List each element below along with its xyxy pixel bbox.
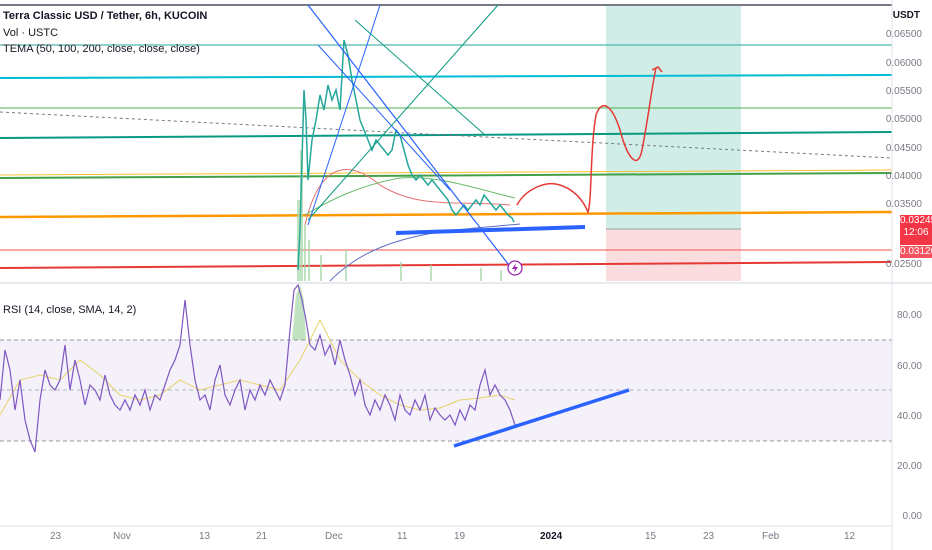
rsi-label-20: 20.00 bbox=[896, 461, 922, 472]
hline-yellow[interactable] bbox=[0, 169, 893, 176]
current-price-badge: 0.03245 12:06 bbox=[900, 215, 932, 245]
drawn-trendline-4[interactable] bbox=[307, 4, 499, 221]
price-label-006: 0.06000 bbox=[885, 58, 922, 69]
rsi-label-60: 60.00 bbox=[896, 361, 922, 372]
hline-red[interactable] bbox=[0, 261, 893, 269]
long-position-target-zone[interactable] bbox=[606, 5, 741, 229]
price-label-0035: 0.03500 bbox=[885, 199, 922, 210]
hline-orange[interactable] bbox=[0, 210, 893, 219]
price-label-0065: 0.06500 bbox=[885, 29, 922, 40]
rsi-overbought-fill bbox=[292, 285, 306, 340]
volume-bars bbox=[297, 150, 502, 281]
time-label-year: 2024 bbox=[540, 531, 563, 542]
time-label: 19 bbox=[454, 531, 466, 542]
hline-cyan[interactable] bbox=[0, 74, 893, 79]
time-label: Dec bbox=[325, 531, 343, 542]
time-label: 12 bbox=[844, 531, 856, 542]
drawn-trendline-1[interactable] bbox=[307, 4, 513, 270]
currency-label[interactable]: USDT bbox=[892, 10, 920, 21]
other-price-badge: 0.03126 bbox=[900, 246, 932, 258]
hline-green-3[interactable] bbox=[0, 172, 893, 179]
tema-legend[interactable]: TEMA (50, 100, 200, close, close, close) bbox=[3, 43, 200, 55]
current-price-value: 0.03245 bbox=[900, 215, 932, 226]
trend-dashed-line[interactable] bbox=[0, 111, 893, 159]
symbol-title[interactable]: Terra Classic USD / Tether, 6h, KUCOIN bbox=[3, 10, 208, 22]
time-label: Nov bbox=[113, 531, 131, 542]
price-candles bbox=[297, 39, 515, 271]
price-label-0025: 0.02500 bbox=[885, 259, 922, 270]
price-label-005: 0.05000 bbox=[885, 114, 922, 125]
support-trendline[interactable] bbox=[395, 225, 586, 235]
drawn-trendline-5[interactable] bbox=[354, 19, 486, 136]
lightning-icon-glyph bbox=[512, 263, 518, 273]
time-label: 11 bbox=[397, 531, 408, 542]
drawn-trendline-3[interactable] bbox=[307, 4, 381, 226]
time-label: 23 bbox=[50, 531, 62, 542]
rsi-legend[interactable]: RSI (14, close, SMA, 14, 2) bbox=[3, 304, 137, 316]
rsi-label-80: 80.00 bbox=[896, 310, 922, 321]
time-label: Feb bbox=[762, 531, 780, 542]
long-position-stop-zone[interactable] bbox=[606, 229, 741, 281]
rsi-label-40: 40.00 bbox=[896, 411, 922, 422]
tema-50-line bbox=[304, 169, 511, 226]
time-label: 23 bbox=[703, 531, 715, 542]
price-pane[interactable] bbox=[0, 0, 892, 283]
time-label: 13 bbox=[199, 531, 211, 542]
price-label-0055: 0.05500 bbox=[885, 86, 922, 97]
price-label-0045: 0.04500 bbox=[885, 143, 922, 154]
candle-countdown: 12:06 bbox=[903, 227, 929, 238]
rsi-label-0: 0.00 bbox=[902, 511, 922, 522]
rsi-line bbox=[0, 283, 516, 453]
price-label-004: 0.04000 bbox=[885, 171, 922, 182]
time-label: 21 bbox=[256, 531, 268, 542]
rsi-divergence-trendline[interactable] bbox=[453, 388, 630, 448]
projected-path-drawing[interactable] bbox=[516, 66, 663, 215]
tema-100-line bbox=[304, 177, 516, 216]
drawn-trendline-2[interactable] bbox=[317, 44, 451, 191]
volume-legend[interactable]: Vol · USTC bbox=[3, 27, 59, 39]
time-label: 15 bbox=[645, 531, 657, 542]
